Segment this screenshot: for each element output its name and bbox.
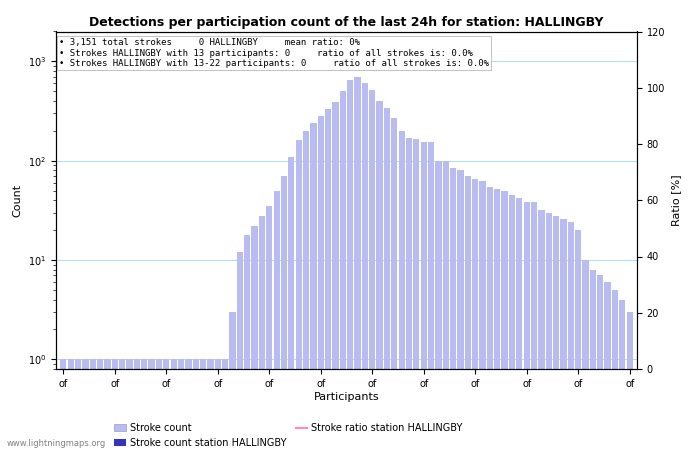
Y-axis label: Count: Count (13, 184, 22, 217)
Bar (119, 360, 125, 450)
Bar (325, 109, 331, 450)
Bar (90, 360, 96, 450)
Bar (450, 168, 456, 450)
Legend: Stroke count, Stroke count station HALLINGBY, Stroke ratio station HALLINGBY: Stroke count, Stroke count station HALLI… (110, 419, 467, 450)
Bar (612, 290, 618, 450)
Bar (83, 360, 88, 450)
Bar (560, 219, 566, 450)
Bar (193, 360, 199, 450)
Bar (486, 186, 493, 450)
Bar (377, 101, 383, 450)
Bar (148, 360, 155, 450)
Bar (472, 179, 478, 450)
Bar (259, 216, 265, 450)
Bar (68, 360, 74, 450)
Bar (428, 142, 434, 450)
Bar (354, 77, 360, 450)
Bar (295, 140, 302, 450)
Bar (582, 260, 589, 450)
Bar (391, 118, 398, 450)
Bar (369, 90, 375, 450)
Bar (501, 191, 508, 450)
Bar (362, 83, 368, 450)
Bar (457, 171, 463, 450)
Bar (545, 213, 552, 450)
Bar (421, 142, 427, 450)
Bar (406, 138, 412, 450)
Bar (237, 252, 243, 450)
Bar (347, 80, 354, 450)
Bar (516, 198, 522, 450)
Bar (332, 102, 339, 450)
Bar (531, 202, 537, 450)
Bar (384, 108, 390, 450)
Bar (494, 189, 500, 450)
Bar (340, 91, 346, 450)
Bar (442, 161, 449, 450)
Bar (465, 176, 471, 450)
Bar (127, 360, 133, 450)
Bar (398, 131, 405, 450)
Bar (112, 360, 118, 450)
Bar (104, 360, 111, 450)
X-axis label: Participants: Participants (314, 392, 379, 401)
Bar (303, 131, 309, 450)
Bar (251, 226, 258, 450)
Bar (222, 360, 228, 450)
Bar (538, 210, 545, 450)
Bar (524, 202, 530, 450)
Bar (553, 216, 559, 450)
Y-axis label: Ratio [%]: Ratio [%] (671, 175, 681, 226)
Bar (215, 360, 221, 450)
Bar (281, 176, 287, 450)
Bar (568, 222, 574, 450)
Text: www.lightningmaps.org: www.lightningmaps.org (7, 439, 106, 448)
Bar (589, 270, 596, 450)
Bar (163, 360, 169, 450)
Title: Detections per participation count of the last 24h for station: HALLINGBY: Detections per participation count of th… (90, 16, 603, 29)
Bar (288, 157, 295, 450)
Bar (274, 191, 280, 450)
Bar (244, 235, 251, 450)
Bar (597, 275, 603, 450)
Bar (435, 161, 442, 450)
Bar (318, 116, 324, 450)
Bar (178, 360, 184, 450)
Bar (620, 300, 625, 450)
Bar (626, 312, 633, 450)
Bar (134, 360, 140, 450)
Bar (230, 312, 236, 450)
Bar (310, 123, 316, 450)
Bar (97, 360, 104, 450)
Bar (171, 360, 177, 450)
Bar (156, 360, 162, 450)
Bar (480, 181, 486, 450)
Bar (141, 360, 148, 450)
Bar (266, 206, 272, 450)
Bar (605, 282, 610, 450)
Bar (575, 230, 581, 450)
Bar (413, 139, 419, 450)
Bar (186, 360, 192, 450)
Text: • 3,151 total strokes     0 HALLINGBY     mean ratio: 0%
• Strokes HALLINGBY wit: • 3,151 total strokes 0 HALLINGBY mean r… (59, 38, 489, 68)
Bar (509, 195, 515, 450)
Bar (60, 360, 66, 450)
Bar (75, 360, 81, 450)
Bar (207, 360, 214, 450)
Bar (200, 360, 206, 450)
